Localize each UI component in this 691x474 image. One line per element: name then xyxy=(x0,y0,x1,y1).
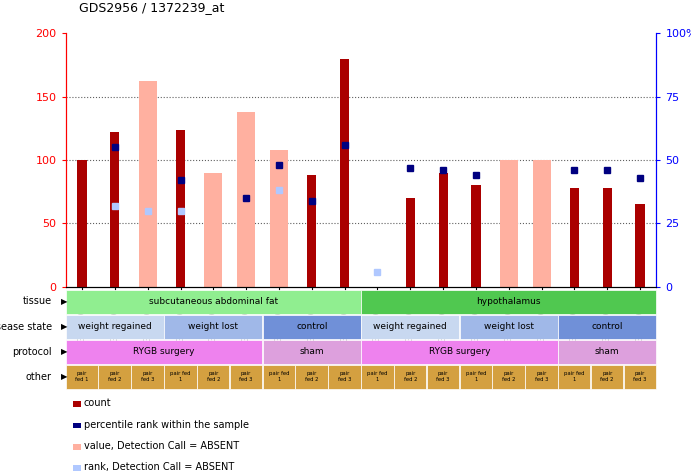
Bar xyxy=(570,188,579,287)
Bar xyxy=(500,160,518,287)
Text: pair fed
1: pair fed 1 xyxy=(269,372,290,382)
Text: ▶: ▶ xyxy=(61,322,67,331)
Text: disease state: disease state xyxy=(0,321,52,332)
Bar xyxy=(111,132,120,287)
Text: sham: sham xyxy=(299,347,324,356)
Text: protocol: protocol xyxy=(12,346,52,357)
Bar xyxy=(176,129,185,287)
Text: weight regained: weight regained xyxy=(373,322,447,331)
Text: ▶: ▶ xyxy=(61,347,67,356)
Text: pair
fed 2: pair fed 2 xyxy=(108,372,122,382)
Text: pair fed
1: pair fed 1 xyxy=(564,372,585,382)
Bar xyxy=(533,160,551,287)
Text: hypothalamus: hypothalamus xyxy=(477,297,541,306)
Bar xyxy=(237,112,255,287)
Text: weight lost: weight lost xyxy=(484,322,533,331)
Bar xyxy=(270,150,288,287)
Bar xyxy=(139,82,157,287)
Text: GDS2956 / 1372239_at: GDS2956 / 1372239_at xyxy=(79,1,225,14)
Text: weight regained: weight regained xyxy=(78,322,152,331)
Text: RYGB surgery: RYGB surgery xyxy=(428,347,491,356)
Bar xyxy=(439,173,448,287)
Text: pair fed
1: pair fed 1 xyxy=(466,372,486,382)
Text: RYGB surgery: RYGB surgery xyxy=(133,347,195,356)
Text: pair
fed 3: pair fed 3 xyxy=(634,372,647,382)
Text: ▶: ▶ xyxy=(61,297,67,306)
Text: control: control xyxy=(591,322,623,331)
Text: pair
fed 2: pair fed 2 xyxy=(404,372,417,382)
Bar xyxy=(205,173,223,287)
Text: count: count xyxy=(84,398,111,409)
Text: pair
fed 3: pair fed 3 xyxy=(437,372,450,382)
Text: pair
fed 2: pair fed 2 xyxy=(502,372,515,382)
Text: rank, Detection Call = ABSENT: rank, Detection Call = ABSENT xyxy=(84,462,234,473)
Text: pair
fed 3: pair fed 3 xyxy=(240,372,253,382)
Text: weight lost: weight lost xyxy=(189,322,238,331)
Text: pair
fed 2: pair fed 2 xyxy=(207,372,220,382)
Bar xyxy=(471,185,480,287)
Bar xyxy=(340,59,349,287)
Bar xyxy=(77,160,86,287)
Text: pair
fed 1: pair fed 1 xyxy=(75,372,89,382)
Bar xyxy=(603,188,612,287)
Text: pair
fed 2: pair fed 2 xyxy=(600,372,614,382)
Bar xyxy=(307,175,316,287)
Text: pair
fed 3: pair fed 3 xyxy=(141,372,154,382)
Text: pair
fed 3: pair fed 3 xyxy=(535,372,548,382)
Text: control: control xyxy=(296,322,328,331)
Bar xyxy=(406,198,415,287)
Text: ▶: ▶ xyxy=(61,373,67,381)
Text: pair fed
1: pair fed 1 xyxy=(367,372,388,382)
Text: pair
fed 2: pair fed 2 xyxy=(305,372,319,382)
Text: pair
fed 3: pair fed 3 xyxy=(338,372,351,382)
Text: sham: sham xyxy=(595,347,620,356)
Bar xyxy=(636,204,645,287)
Text: tissue: tissue xyxy=(23,296,52,307)
Text: value, Detection Call = ABSENT: value, Detection Call = ABSENT xyxy=(84,441,238,451)
Text: subcutaneous abdominal fat: subcutaneous abdominal fat xyxy=(149,297,278,306)
Text: pair fed
1: pair fed 1 xyxy=(170,372,191,382)
Text: other: other xyxy=(26,372,52,382)
Text: percentile rank within the sample: percentile rank within the sample xyxy=(84,419,249,430)
